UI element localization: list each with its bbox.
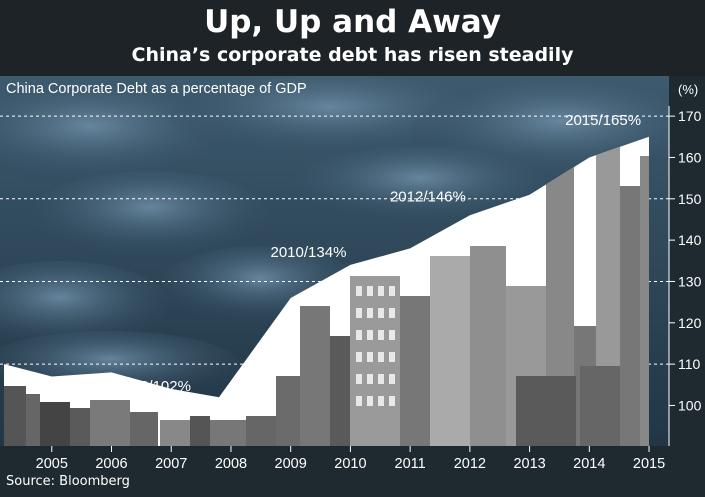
building (130, 412, 158, 446)
window (378, 352, 384, 362)
y-tick-label: 170 (678, 108, 702, 124)
x-tick-label: 2015 (633, 456, 665, 472)
y-tick-label: 140 (678, 232, 702, 248)
y-axis-ticks: 100 110 120 130 140 150 160 170 (668, 106, 702, 446)
y-tick-label: 160 (678, 149, 702, 165)
building (640, 156, 649, 446)
y-tick-label: 120 (678, 315, 702, 331)
building (330, 336, 350, 446)
x-tick-label: 2013 (513, 456, 545, 472)
window (378, 286, 384, 296)
x-tick-label: 2007 (155, 456, 187, 472)
window (389, 308, 395, 318)
x-tick-label: 2009 (275, 456, 307, 472)
source-note: Source: Bloomberg (6, 474, 130, 489)
window (378, 374, 384, 384)
building (26, 394, 40, 446)
y-tick-label: 130 (678, 273, 702, 289)
building (190, 416, 210, 446)
building (70, 408, 90, 446)
building (620, 186, 640, 446)
building (516, 376, 576, 446)
building (430, 256, 470, 446)
window (367, 396, 373, 406)
window (378, 396, 384, 406)
x-tick-label: 2010 (334, 456, 366, 472)
window (356, 396, 362, 406)
y-tick-label: 100 (678, 397, 702, 413)
x-tick-label: 2005 (36, 456, 68, 472)
building (160, 420, 190, 446)
building (300, 306, 330, 446)
window (367, 308, 373, 318)
annotation-label: 2012/146% (390, 188, 466, 205)
subheadline: China’s corporate debt has risen steadil… (131, 44, 574, 66)
x-tick-label: 2008 (215, 456, 247, 472)
window (378, 330, 384, 340)
window (389, 330, 395, 340)
annotation-label: 2008/102% (115, 378, 191, 395)
building (400, 296, 430, 446)
window (367, 352, 373, 362)
window (367, 330, 373, 340)
debt-area-chart: China Corporate Debt as a percentage of … (0, 76, 705, 497)
x-tick-label: 2006 (95, 456, 127, 472)
window (367, 286, 373, 296)
y-tick-label: 110 (678, 356, 701, 372)
annotations: 2008/102% 2010/134% 2012/146% 2015/165% (115, 112, 641, 395)
chart-title: China Corporate Debt as a percentage of … (6, 81, 307, 97)
building (246, 416, 276, 446)
storm-clouds (0, 76, 705, 401)
y-axis-band (669, 76, 705, 497)
window (367, 374, 373, 384)
window (356, 330, 362, 340)
building (580, 366, 620, 446)
window (389, 396, 395, 406)
y-tick-label: 150 (678, 191, 702, 207)
building (40, 402, 70, 446)
factory-buildings (4, 146, 649, 446)
headline: Up, Up and Away (204, 4, 501, 40)
x-tick-label: 2014 (573, 456, 605, 472)
window (378, 308, 384, 318)
window (356, 374, 362, 384)
x-axis-ticks: 2005 2006 2007 2008 2009 2010 2011 2012 2013 2014… (36, 446, 665, 472)
window (356, 352, 362, 362)
window (389, 352, 395, 362)
building (210, 420, 246, 446)
building (4, 386, 26, 446)
y-unit-label: (%) (678, 82, 698, 97)
building (90, 400, 130, 446)
window (356, 286, 362, 296)
window (356, 308, 362, 318)
annotation-label: 2015/165% (565, 112, 641, 129)
window (389, 286, 395, 296)
x-tick-label: 2011 (395, 456, 426, 472)
window (389, 374, 395, 384)
building (276, 376, 300, 446)
x-tick-label: 2012 (454, 456, 486, 472)
x-axis-band (0, 446, 705, 497)
header-band: Up, Up and Away China’s corporate debt h… (0, 0, 705, 76)
annotation-label: 2010/134% (271, 244, 347, 261)
building (470, 246, 506, 446)
